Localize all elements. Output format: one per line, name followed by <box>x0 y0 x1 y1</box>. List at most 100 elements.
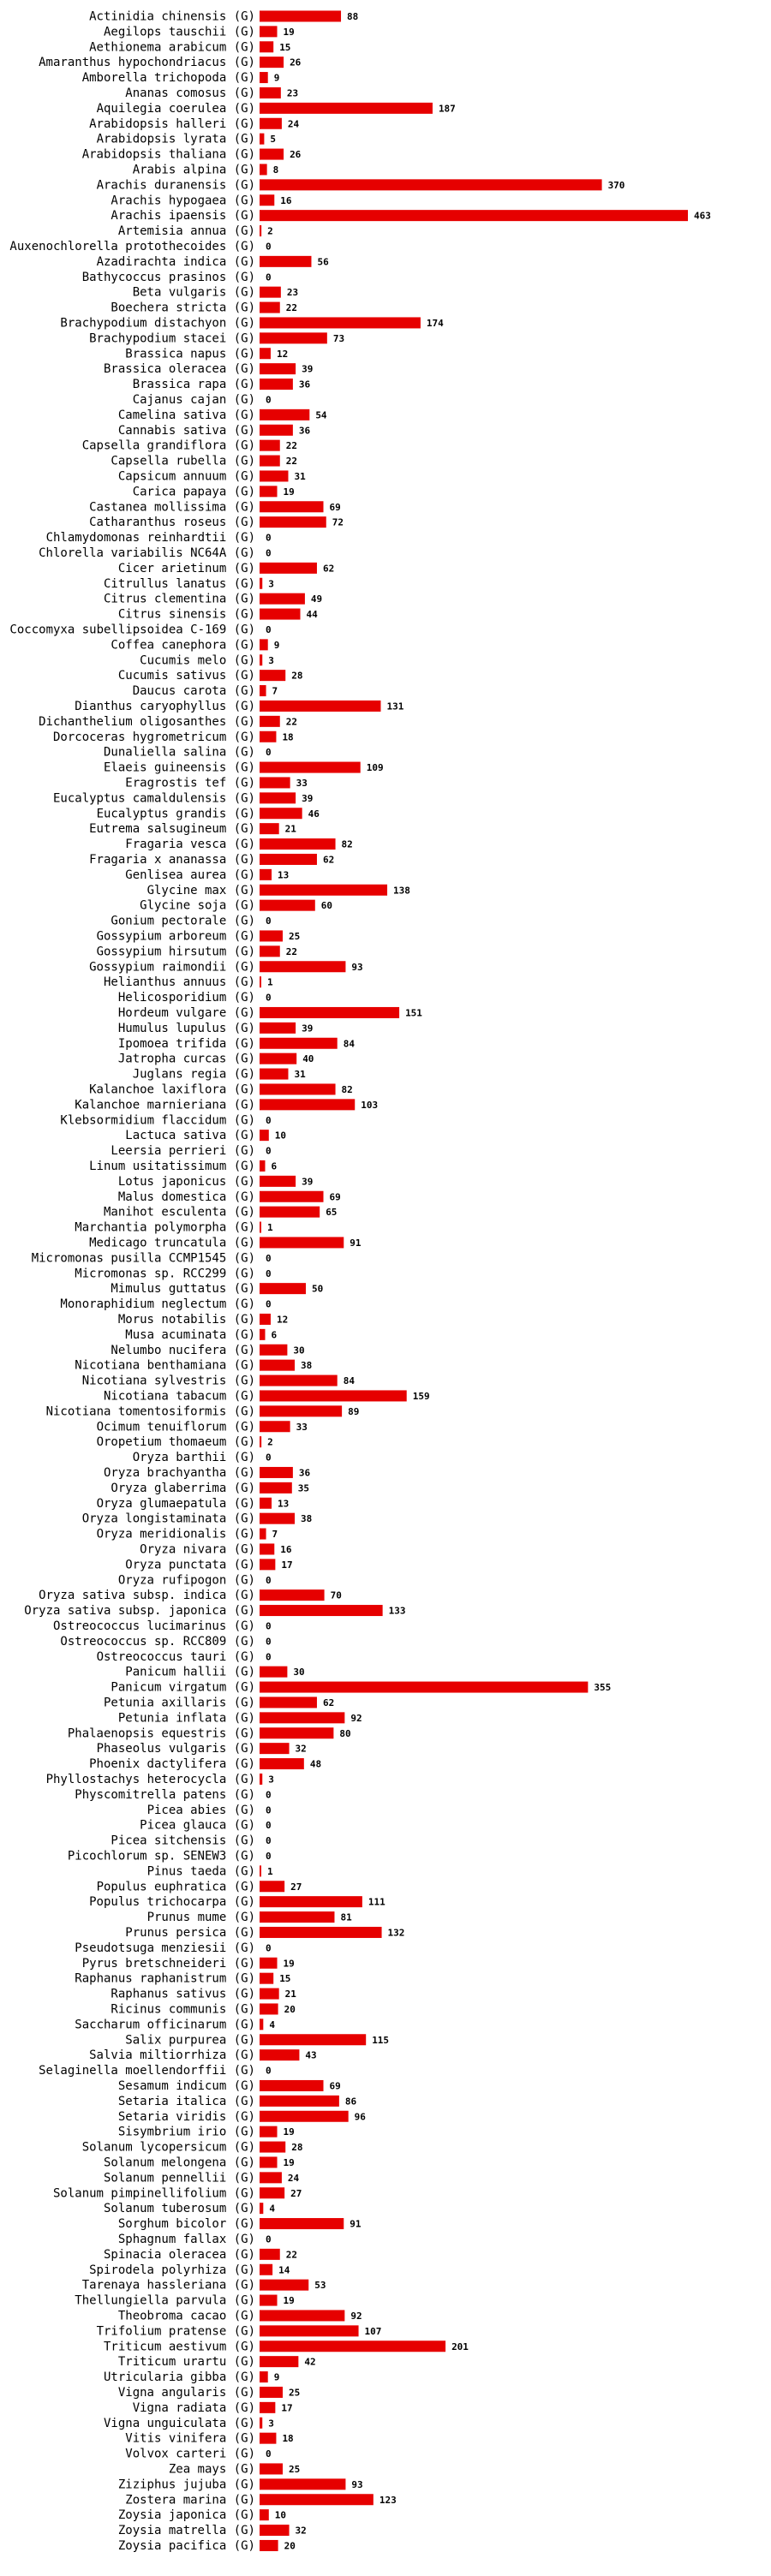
category-label: Arabidopsis halleri (G) <box>89 117 255 131</box>
value-label: 21 <box>285 1989 297 2000</box>
category-label: Eragrostis tef (G) <box>125 776 255 790</box>
category-label: Solanum melongena (G) <box>104 2156 255 2169</box>
value-label: 0 <box>266 1575 272 1586</box>
category-label: Vigna radiata (G) <box>133 2401 255 2415</box>
category-label: Amborella trichopoda (G) <box>82 71 255 85</box>
bar <box>260 1681 589 1693</box>
bar <box>260 1466 293 1478</box>
value-label: 0 <box>266 533 272 544</box>
bar <box>260 1497 272 1509</box>
bar <box>260 2203 264 2215</box>
value-label: 15 <box>279 42 290 53</box>
category-label: Salvia miltiorrhiza (G) <box>89 2048 255 2062</box>
category-label: Picea sitchensis (G) <box>111 1834 255 1848</box>
category-label: Sesamum indicum (G) <box>118 2079 255 2093</box>
value-label: 89 <box>348 1406 359 1417</box>
category-label: Micromonas pusilla CCMP1545 (G) <box>32 1251 255 1265</box>
value-label: 0 <box>266 1620 272 1631</box>
category-label: Arabidopsis thaliana (G) <box>82 148 255 162</box>
value-label: 3 <box>268 655 274 666</box>
bar <box>260 730 277 742</box>
bar <box>260 194 275 206</box>
bar <box>260 1390 407 1402</box>
bar <box>260 455 280 467</box>
category-label: Genlisea aurea (G) <box>125 868 255 882</box>
value-label: 6 <box>271 1160 277 1172</box>
bar <box>260 2478 346 2490</box>
value-label: 31 <box>294 1069 306 1080</box>
category-label: Ostreococcus lucimarinus (G) <box>53 1619 255 1633</box>
value-label: 103 <box>361 1100 378 1111</box>
category-label: Petunia inflata (G) <box>118 1711 255 1725</box>
category-label: Brachypodium stacei (G) <box>89 331 255 345</box>
category-label: Oryza meridionalis (G) <box>97 1528 255 1541</box>
category-label: Gonium pectorale (G) <box>111 915 255 928</box>
value-label: 24 <box>288 2173 300 2184</box>
bar <box>260 57 284 69</box>
value-label: 25 <box>289 2387 300 2398</box>
category-label: Carica papaya (G) <box>133 485 255 498</box>
category-label: Chlorella variabilis NC64A (G) <box>39 546 255 560</box>
category-label: Arachis ipaensis (G) <box>111 209 255 223</box>
bar <box>260 1022 296 1034</box>
bar <box>260 853 317 865</box>
category-label: Raphanus sativus (G) <box>111 1988 255 2001</box>
value-label: 69 <box>330 1191 341 1202</box>
value-label: 38 <box>301 1513 312 1524</box>
value-label: 1 <box>267 977 273 988</box>
value-label: 31 <box>294 471 306 482</box>
value-label: 123 <box>380 2495 397 2506</box>
category-label: Linum usitatissimum (G) <box>89 1160 255 1173</box>
category-label: Brassica oleracea (G) <box>104 362 255 376</box>
bar <box>260 408 310 420</box>
value-label: 3 <box>268 2418 274 2429</box>
category-label: Zoysia pacifica (G) <box>118 2539 255 2553</box>
value-label: 18 <box>282 2433 293 2444</box>
value-label: 19 <box>284 486 295 498</box>
bar <box>260 1405 343 1417</box>
bar <box>260 562 317 574</box>
category-label: Theobroma cacao (G) <box>118 2309 255 2323</box>
value-label: 463 <box>694 211 711 222</box>
value-label: 33 <box>296 778 308 789</box>
category-label: Ostreococcus tauri (G) <box>97 1650 255 1664</box>
value-label: 131 <box>386 701 403 712</box>
value-label: 0 <box>266 624 272 635</box>
category-label: Oryza brachyantha (G) <box>104 1466 255 1480</box>
category-label: Juglans regia (G) <box>133 1068 255 1082</box>
category-label: Azadirachta indica (G) <box>97 255 255 269</box>
category-label: Daucus carota (G) <box>133 684 255 698</box>
category-label: Fragaria x ananassa (G) <box>89 853 255 867</box>
bar <box>260 2110 349 2122</box>
category-label: Sphagnum fallax (G) <box>118 2233 255 2246</box>
category-label: Saccharum officinarum (G) <box>75 2018 255 2031</box>
bar <box>260 2386 283 2398</box>
category-label: Ocimum tenuiflorum (G) <box>97 1420 255 1434</box>
category-label: Nelumbo nucifera (G) <box>111 1344 255 1357</box>
category-label: Zostera marina (G) <box>125 2493 255 2507</box>
value-label: 370 <box>608 180 625 191</box>
category-label: Solanum tuberosum (G) <box>104 2202 255 2215</box>
value-label: 12 <box>277 349 288 360</box>
category-label: Solanum pimpinellifolium (G) <box>53 2186 255 2200</box>
category-label: Capsella grandiflora (G) <box>82 439 255 453</box>
value-label: 86 <box>345 2096 357 2107</box>
value-label: 0 <box>266 1146 272 1157</box>
bar <box>260 1037 338 1049</box>
value-label: 36 <box>299 425 311 436</box>
bar <box>260 1589 325 1601</box>
category-label: Marchantia polymorpha (G) <box>75 1221 255 1235</box>
category-label: Setaria italica (G) <box>118 2095 255 2108</box>
bar <box>260 1773 263 1785</box>
value-label: 0 <box>266 1651 272 1662</box>
category-label: Nicotiana tabacum (G) <box>104 1389 255 1403</box>
bar <box>260 2156 278 2168</box>
category-label: Brassica napus (G) <box>125 347 255 361</box>
category-label: Pinus taeda (G) <box>147 1864 255 1878</box>
category-label: Elaeis guineensis (G) <box>104 761 255 775</box>
bar <box>260 1926 382 1938</box>
value-label: 9 <box>274 2372 280 2383</box>
bar <box>260 2294 278 2306</box>
value-label: 36 <box>299 1467 311 1478</box>
category-label: Brachypodium distachyon (G) <box>60 316 255 330</box>
